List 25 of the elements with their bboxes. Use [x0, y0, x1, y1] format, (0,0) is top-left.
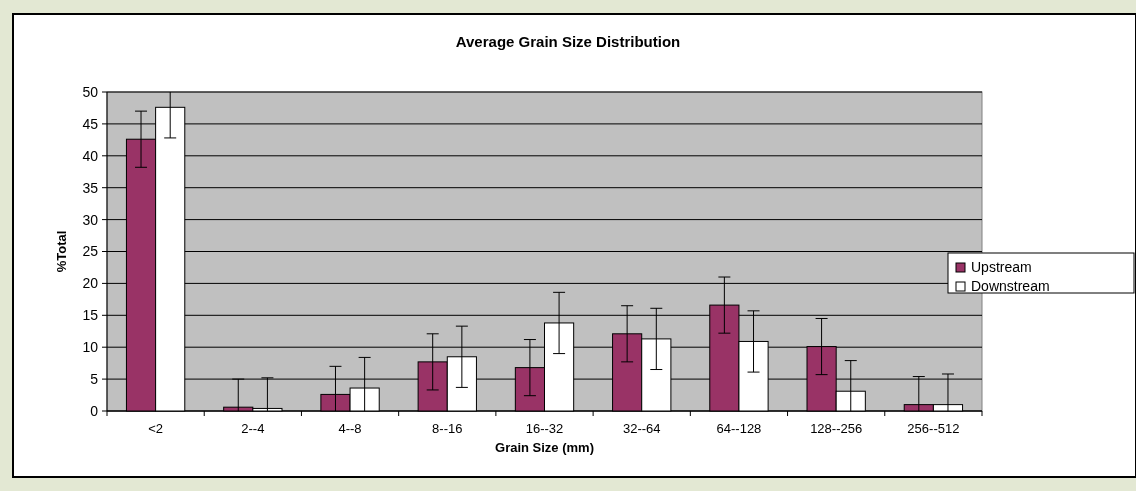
x-tick-label: 128--256: [810, 421, 863, 436]
x-tick-label: 256--512: [907, 421, 960, 436]
y-tick-label: 30: [82, 211, 99, 228]
x-tick-label: 16--32: [525, 421, 564, 436]
x-tick-label: 64--128: [716, 421, 762, 436]
y-tick-label: 35: [82, 179, 99, 196]
y-tick-label: 45: [82, 115, 99, 132]
y-tick-label: 20: [82, 275, 99, 292]
legend-label: Downstream: [971, 278, 1050, 294]
chart-title: Average Grain Size Distribution: [455, 33, 681, 50]
y-tick-label: 15: [82, 307, 99, 324]
y-tick-label: 0: [90, 402, 99, 419]
x-tick-label: 4--8: [338, 421, 362, 436]
y-tick-label: 40: [82, 147, 99, 164]
x-tick-label: 2--4: [241, 421, 265, 436]
y-tick-label: 25: [82, 243, 99, 260]
x-tick-label: 32--64: [622, 421, 661, 436]
x-tick-label: 8--16: [432, 421, 463, 436]
legend-label: Upstream: [971, 259, 1032, 275]
y-tick-label: 5: [90, 371, 99, 387]
y-tick-label: 50: [82, 83, 99, 100]
y-axis-title: %Total: [54, 230, 69, 273]
y-tick-label: 10: [82, 339, 99, 356]
x-axis-title: Grain Size (mm): [495, 440, 594, 455]
x-tick-label: <2: [148, 421, 164, 436]
